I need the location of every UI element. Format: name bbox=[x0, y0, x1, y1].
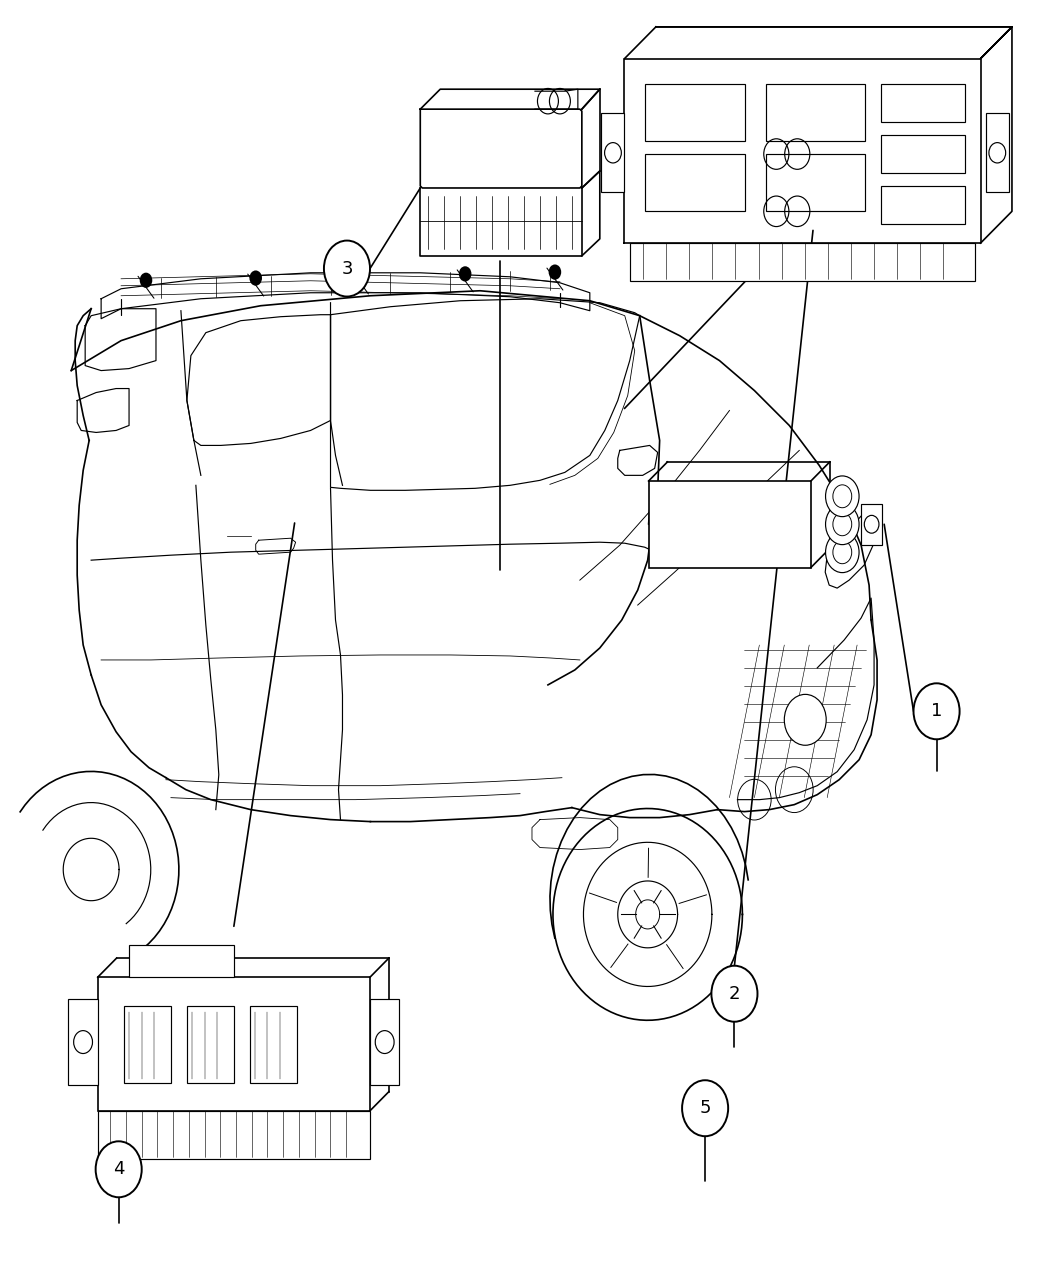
FancyBboxPatch shape bbox=[861, 504, 882, 544]
Text: 5: 5 bbox=[699, 1099, 711, 1117]
Circle shape bbox=[96, 1141, 142, 1197]
Text: 1: 1 bbox=[931, 703, 942, 720]
Circle shape bbox=[354, 268, 366, 283]
Text: 4: 4 bbox=[113, 1160, 125, 1178]
Text: 3: 3 bbox=[341, 260, 353, 278]
FancyBboxPatch shape bbox=[881, 84, 965, 122]
FancyBboxPatch shape bbox=[765, 84, 865, 142]
FancyBboxPatch shape bbox=[881, 135, 965, 173]
Circle shape bbox=[825, 532, 859, 572]
FancyBboxPatch shape bbox=[630, 244, 975, 282]
Circle shape bbox=[140, 273, 152, 288]
FancyBboxPatch shape bbox=[881, 186, 965, 224]
FancyBboxPatch shape bbox=[765, 154, 865, 212]
FancyBboxPatch shape bbox=[187, 1006, 234, 1082]
Circle shape bbox=[250, 270, 262, 286]
FancyBboxPatch shape bbox=[602, 113, 625, 193]
FancyBboxPatch shape bbox=[98, 1111, 370, 1159]
FancyBboxPatch shape bbox=[646, 154, 744, 212]
Circle shape bbox=[784, 695, 826, 746]
FancyBboxPatch shape bbox=[370, 998, 399, 1085]
FancyBboxPatch shape bbox=[68, 998, 98, 1085]
FancyBboxPatch shape bbox=[129, 945, 234, 977]
FancyBboxPatch shape bbox=[124, 1006, 171, 1082]
Circle shape bbox=[914, 683, 960, 740]
Circle shape bbox=[459, 266, 471, 282]
Text: 2: 2 bbox=[729, 984, 740, 1002]
FancyBboxPatch shape bbox=[649, 481, 811, 567]
Circle shape bbox=[712, 965, 757, 1021]
FancyBboxPatch shape bbox=[646, 84, 744, 142]
FancyBboxPatch shape bbox=[250, 1006, 297, 1082]
Circle shape bbox=[825, 476, 859, 516]
Circle shape bbox=[825, 504, 859, 544]
FancyBboxPatch shape bbox=[986, 113, 1009, 193]
Circle shape bbox=[549, 264, 561, 279]
Circle shape bbox=[682, 1080, 728, 1136]
Circle shape bbox=[324, 241, 370, 297]
FancyBboxPatch shape bbox=[98, 977, 370, 1111]
